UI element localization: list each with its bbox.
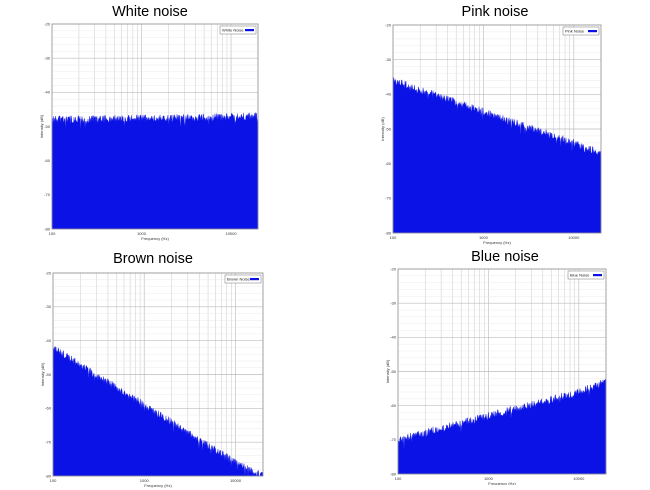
legend: White Noise xyxy=(219,25,257,35)
y-tick-label: -40 xyxy=(45,338,52,343)
y-tick-label: -70 xyxy=(44,192,51,197)
y-axis-label: Intensity (dB) xyxy=(40,114,44,138)
y-tick-label: -40 xyxy=(44,90,51,95)
chart-white-noise: -20 -30 -40 -50 -60 -70 -80 100 1000 10000 Frequen… xyxy=(40,20,262,245)
x-tick-label: 100 xyxy=(49,231,56,236)
series-area-blue-noise xyxy=(397,378,607,475)
chart-blue-noise: -20 -30 -40 -50 -60 -70 -80 100 1000 10000 Frequen… xyxy=(383,265,608,485)
chart-pink-noise: -20 -30 -40 -50 -60 -70 -80 100 1000 10000 Frequen… xyxy=(380,22,605,250)
y-tick-label: -20 xyxy=(44,21,51,26)
y-tick-label: -60 xyxy=(385,161,392,166)
y-tick-label: -30 xyxy=(390,301,397,306)
y-tick-label: -20 xyxy=(385,22,392,27)
x-tick-label: 1000 xyxy=(140,478,150,483)
legend-label: Pink Noise xyxy=(565,29,585,34)
plot-frame xyxy=(397,268,607,475)
x-axis-label: Frequency (Hz) xyxy=(488,481,516,485)
legend: Blue Noise xyxy=(567,270,605,280)
y-tick-label: -20 xyxy=(45,270,52,275)
series-area-white-noise xyxy=(51,112,259,230)
y-tick-label: -60 xyxy=(390,403,397,408)
legend-label: Brown Noise xyxy=(227,277,250,282)
y-tick-label: -40 xyxy=(390,335,397,340)
legend-swatch xyxy=(250,278,259,281)
chart-title-blue-noise: Blue noise xyxy=(471,249,539,265)
x-tick-label: 1000 xyxy=(137,231,147,236)
y-tick-label: -40 xyxy=(385,92,392,97)
x-tick-label: 100 xyxy=(390,235,397,240)
x-tick-label: 10000 xyxy=(573,476,585,481)
y-tick-label: -50 xyxy=(390,369,397,374)
x-tick-label: 10000 xyxy=(225,231,237,236)
legend: Pink Noise xyxy=(562,26,600,36)
x-axis-label: Frequency (Hz) xyxy=(144,483,172,488)
chart-title-white-noise: White noise xyxy=(112,4,188,20)
chart-brown-noise: -20 -30 -40 -50 -60 -70 -80 100 1000 10000 Frequen… xyxy=(40,270,265,490)
legend-swatch xyxy=(588,30,597,33)
y-tick-label: -50 xyxy=(44,124,51,129)
legend-swatch xyxy=(245,29,254,32)
y-axis-label: Intensity (dB) xyxy=(40,362,45,386)
x-tick-label: 100 xyxy=(50,478,57,483)
chart-title-pink-noise: Pink noise xyxy=(461,4,529,20)
legend: Brown Noise xyxy=(224,274,262,284)
y-tick-label: -30 xyxy=(44,56,51,61)
y-tick-label: -50 xyxy=(45,372,52,377)
legend-swatch xyxy=(593,274,602,277)
y-tick-label: -20 xyxy=(390,266,397,271)
y-axis-label: Intensity (dB) xyxy=(380,117,385,141)
y-axis-label: Intensity (dB) xyxy=(385,359,390,383)
y-tick-label: -80 xyxy=(44,226,51,231)
y-tick-label: -80 xyxy=(385,230,392,235)
x-axis-label: Frequency (Hz) xyxy=(483,240,511,245)
y-tick-label: -30 xyxy=(385,57,392,62)
x-tick-label: 1000 xyxy=(484,476,494,481)
series-area-brown-noise xyxy=(52,346,264,477)
plot-frame xyxy=(392,24,602,234)
series-area-pink-noise xyxy=(392,76,602,234)
y-tick-label: -70 xyxy=(385,196,392,201)
y-tick-label: -60 xyxy=(45,406,52,411)
chart-title-brown-noise: Brown noise xyxy=(113,251,193,267)
y-tick-label: -50 xyxy=(385,126,392,131)
x-tick-label: 100 xyxy=(395,476,402,481)
x-tick-label: 1000 xyxy=(479,235,489,240)
plot-frame xyxy=(52,272,264,477)
x-tick-label: 10000 xyxy=(230,478,242,483)
y-tick-label: -80 xyxy=(390,471,397,476)
x-tick-label: 10000 xyxy=(568,235,580,240)
y-tick-label: -60 xyxy=(44,158,51,163)
y-tick-label: -30 xyxy=(45,304,52,309)
y-tick-label: -80 xyxy=(45,473,52,478)
plot-frame xyxy=(51,23,259,230)
y-tick-label: -70 xyxy=(390,437,397,442)
legend-label: White Noise xyxy=(222,28,244,33)
x-axis-label: Frequency (Hz) xyxy=(141,236,169,241)
legend-label: Blue Noise xyxy=(570,273,590,278)
y-tick-label: -70 xyxy=(45,440,52,445)
